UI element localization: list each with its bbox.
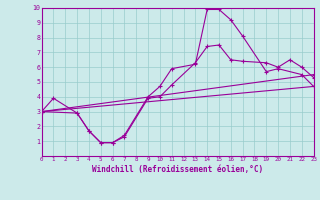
X-axis label: Windchill (Refroidissement éolien,°C): Windchill (Refroidissement éolien,°C) [92,165,263,174]
